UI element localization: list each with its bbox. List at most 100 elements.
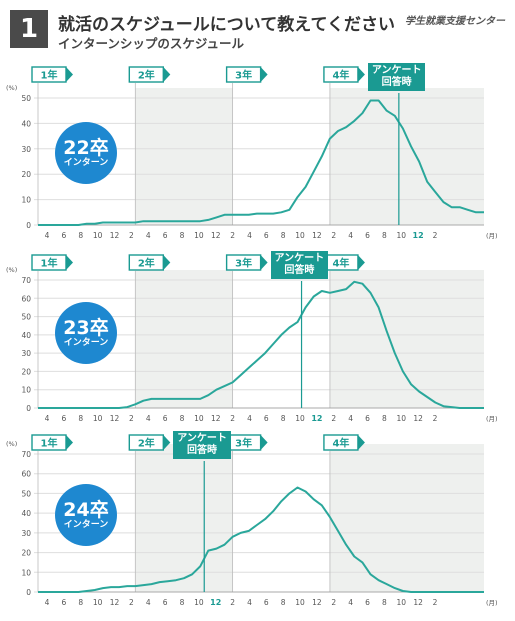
- y-tick-label: 20: [21, 549, 31, 558]
- x-tick-label: 6: [62, 231, 67, 240]
- year-tag-4: 4年: [323, 434, 365, 451]
- year-band-shade: [135, 270, 233, 408]
- survey-tag: アンケート 回答時: [173, 431, 231, 459]
- year-tag-label: 4年: [332, 437, 349, 450]
- y-tick-label: 70: [21, 450, 31, 459]
- survey-tag-line: アンケート: [177, 433, 227, 444]
- chart-panel-23: 0 10 20 30 40 50 60 70 (%) 1年 2年 3年 4年 4 6 8 10 12 2 4 6 8 10 1…: [0, 250, 515, 430]
- series-line: [38, 280, 484, 409]
- x-tick-label: 10: [396, 231, 406, 240]
- x-tick-label: 12: [211, 414, 221, 423]
- x-tick-label: 2: [230, 598, 235, 607]
- x-tick-label: 2: [331, 598, 336, 607]
- year-band-shade: [329, 88, 484, 225]
- year-tag-2: 2年: [128, 66, 171, 83]
- x-tick-label: 2: [230, 414, 235, 423]
- x-tick-label: 6: [163, 414, 168, 423]
- x-tick-label: 10: [93, 598, 103, 607]
- year-tag-3: 3年: [225, 434, 268, 451]
- x-tick-label: 12: [413, 231, 424, 240]
- x-tick-label: 8: [78, 231, 83, 240]
- y-tick-label: 60: [21, 294, 31, 303]
- y-tick-label: 20: [21, 170, 31, 179]
- year-tag-1: 1年: [31, 66, 73, 83]
- y-tick-label: 10: [21, 196, 31, 205]
- section-number-badge: 1: [10, 10, 48, 48]
- y-tick-label: 0: [26, 588, 31, 597]
- y-unit-label: (%): [6, 440, 17, 448]
- x-tick-label: 2: [433, 231, 438, 240]
- year-tag-arrow: [260, 435, 268, 450]
- year-tag-label: 1年: [41, 437, 58, 450]
- y-tick-label: 10: [21, 568, 31, 577]
- x-unit-label: (月): [486, 232, 498, 240]
- cohort-badge-year: 22卒: [63, 136, 109, 159]
- x-tick-label: 8: [382, 414, 387, 423]
- y-tick-label: 50: [21, 94, 31, 103]
- x-tick-label: 2: [230, 231, 235, 240]
- y-tick-label: 30: [21, 145, 31, 154]
- page-subtitle: インターンシップのスケジュール: [58, 36, 245, 51]
- x-tick-label: 6: [365, 231, 370, 240]
- year-tag-arrow: [357, 255, 365, 270]
- survey-tag-line: アンケート: [274, 253, 325, 264]
- y-unit-label: (%): [6, 266, 17, 274]
- y-unit-label: (%): [6, 84, 17, 92]
- year-tag-label: 2年: [138, 257, 155, 270]
- year-tag-label: 3年: [235, 69, 252, 82]
- x-tick-label: 8: [180, 231, 185, 240]
- cohort-badge-year: 24卒: [63, 498, 109, 521]
- year-tag-arrow: [260, 255, 268, 270]
- x-tick-label: 2: [129, 231, 134, 240]
- series-line: [38, 486, 484, 593]
- y-tick-label: 0: [26, 221, 31, 230]
- survey-tag-line: アンケート: [371, 65, 422, 76]
- survey-tag-line: 回答時: [381, 77, 412, 88]
- year-tag-arrow: [163, 435, 171, 450]
- y-tick-label: 50: [21, 313, 31, 322]
- year-tag-2: 2年: [128, 254, 171, 271]
- x-tick-label: 2: [433, 598, 438, 607]
- x-tick-label: 12: [210, 598, 221, 607]
- chart-panel-22: 0 10 20 30 40 50 (%) 1年 2年 3年 4年 4 6 8 10 12 2 4 6 8 10 12 2 4 6…: [0, 60, 515, 245]
- chart-svg: 0 10 20 30 40 50 60 70 (%) 1年 2年 3年 4年 4 6 8 10 12 2 4 6 8 10 1…: [6, 434, 498, 607]
- x-tick-label: 8: [180, 598, 185, 607]
- x-tick-label: 10: [396, 598, 406, 607]
- year-tag-arrow: [66, 435, 73, 450]
- x-tick-label: 12: [110, 598, 120, 607]
- x-tick-label: 8: [180, 414, 185, 423]
- year-tag-arrow: [66, 255, 73, 270]
- y-tick-label: 30: [21, 349, 31, 358]
- year-tag-1: 1年: [31, 254, 73, 271]
- x-tick-label: 8: [78, 414, 83, 423]
- x-tick-label: 12: [413, 414, 423, 423]
- x-tick-label: 4: [146, 231, 151, 240]
- page-title: 就活のスケジュールについて教えてください: [58, 15, 395, 35]
- x-tick-label: 12: [110, 414, 120, 423]
- x-tick-label: 10: [194, 598, 204, 607]
- year-tag-2: 2年: [128, 434, 171, 451]
- x-tick-label: 2: [129, 414, 134, 423]
- x-tick-label: 6: [62, 414, 67, 423]
- x-tick-label: 10: [396, 414, 406, 423]
- chart-svg: 0 10 20 30 40 50 (%) 1年 2年 3年 4年 4 6 8 10 12 2 4 6 8 10 12 2 4 6…: [6, 66, 498, 240]
- x-tick-label: 12: [311, 414, 322, 423]
- x-tick-label: 4: [348, 414, 353, 423]
- cohort-badge: 24卒 インターン: [55, 484, 117, 546]
- survey-tag-line: 回答時: [284, 265, 315, 276]
- year-band-shade: [135, 88, 233, 225]
- x-tick-label: 2: [331, 231, 336, 240]
- brand-logo-text: 学生就業支援センター: [405, 16, 505, 27]
- x-tick-label: 6: [163, 231, 168, 240]
- year-tag-label: 1年: [41, 257, 58, 270]
- year-tag-1: 1年: [31, 434, 73, 451]
- x-unit-label: (月): [486, 599, 498, 607]
- y-tick-label: 70: [21, 276, 31, 285]
- x-tick-label: 4: [348, 231, 353, 240]
- y-tick-label: 0: [26, 404, 31, 413]
- x-tick-label: 10: [295, 414, 305, 423]
- x-tick-label: 12: [413, 598, 423, 607]
- y-tick-label: 40: [21, 119, 31, 128]
- x-tick-label: 10: [194, 414, 204, 423]
- x-tick-label: 6: [264, 598, 269, 607]
